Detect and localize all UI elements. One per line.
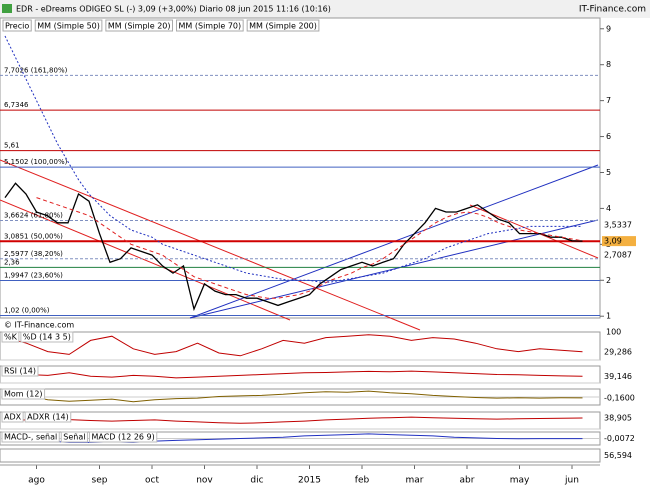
x-tick-label: jun xyxy=(564,476,579,486)
panel-value-bg xyxy=(602,392,644,403)
y-tick-label: 2 xyxy=(606,276,611,285)
legend-box xyxy=(105,19,174,32)
panel-label: MACD (12 26 9) xyxy=(91,433,154,442)
panel-label-box xyxy=(1,431,60,443)
level-label: 3,6624 (61,80%) xyxy=(4,212,63,220)
panel-label-box xyxy=(1,365,39,377)
logo-icon xyxy=(2,4,12,13)
panel-label-box xyxy=(1,331,20,343)
panel-value-bg xyxy=(602,371,644,382)
y-tick-label: 8 xyxy=(606,60,611,69)
x-tick-label: dic xyxy=(250,476,263,486)
panel-label-box xyxy=(60,431,88,443)
trend-line xyxy=(0,199,291,321)
trend-line xyxy=(0,159,421,331)
price-tag-bg xyxy=(602,236,636,247)
plot-frame xyxy=(0,17,601,319)
x-tick-label: ago xyxy=(28,476,45,486)
level-label: 1,9947 (23,60%) xyxy=(4,271,63,279)
x-tick-label: 2015 xyxy=(298,476,321,486)
level-label: 3,0851 (50,00%) xyxy=(4,232,63,240)
level-label: 5,61 xyxy=(4,142,20,150)
level-label: 2,36 xyxy=(4,258,20,266)
panel-label: %D (14 3 5) xyxy=(23,333,71,342)
y-tick-label: 5 xyxy=(606,168,611,177)
legend-box xyxy=(246,19,320,32)
panel-value: 39,146 xyxy=(604,372,632,381)
legend-entry: MM (Simple 50) xyxy=(37,22,100,31)
indicator-line xyxy=(4,370,583,379)
price-tag: 2,7087 xyxy=(604,250,632,259)
panel-value: -0,0072 xyxy=(604,434,635,443)
panel-value: 38,905 xyxy=(604,413,632,422)
x-tick-label: abr xyxy=(460,476,475,486)
panel-label: ADXR (14) xyxy=(27,413,69,422)
y-tick-label: 6 xyxy=(606,132,611,141)
level-label: 2,5977 (38,20%) xyxy=(4,250,63,258)
x-tick-label: oct xyxy=(145,476,159,486)
y-tick-label: 7 xyxy=(606,96,611,105)
panel-value: -0,1600 xyxy=(604,393,635,402)
level-label: 5,1502 (100,00%) xyxy=(4,158,68,166)
x-tick-label: mar xyxy=(406,476,424,486)
legend-box xyxy=(34,19,103,32)
panel-label: Señal xyxy=(63,433,85,442)
level-label: 6,7346 xyxy=(4,101,29,109)
x-tick-label: feb xyxy=(355,476,370,486)
legend-entry: MM (Simple 20) xyxy=(108,22,171,31)
price-line xyxy=(4,35,583,283)
brand: IT-Finance.com xyxy=(579,5,646,15)
panel-label-box xyxy=(88,431,158,443)
y-tick-label: 9 xyxy=(606,24,611,33)
chart-title: EDR - eDreams ODIGEO SL (-) 3,09 (+3,00%… xyxy=(16,5,331,14)
y-tick-label: 1 xyxy=(606,312,611,321)
y-tick-label: 4 xyxy=(606,204,611,213)
panel-tick-label: 100 xyxy=(606,328,621,337)
panel-label: Mom (12) xyxy=(4,390,43,399)
panel-value-bg xyxy=(602,450,644,461)
price-tag-bg xyxy=(602,249,636,260)
indicator-line xyxy=(4,390,583,403)
legend-entry: MM (Simple 200) xyxy=(249,22,317,31)
panel-value-bg xyxy=(602,346,644,357)
panel-label: %K xyxy=(4,333,18,342)
panel-label: MACD-, señal xyxy=(4,433,57,442)
indicator-line xyxy=(4,334,583,357)
panel-value-bg xyxy=(602,433,644,444)
price-tag: 3,09 xyxy=(604,237,622,246)
price-tag: 3,5337 xyxy=(604,221,632,230)
panel-value: 29,286 xyxy=(604,347,632,356)
panel-frame xyxy=(0,448,601,463)
panel-label-box xyxy=(20,331,74,343)
legend-box xyxy=(2,19,32,32)
indicator-line xyxy=(4,416,583,424)
price-line xyxy=(4,182,583,312)
price-tag-bg xyxy=(602,220,636,231)
panel-label: ADX xyxy=(4,413,22,422)
x-tick-label: may xyxy=(510,476,530,486)
panel-label-box xyxy=(1,411,24,423)
legend-entry: Precio xyxy=(5,22,29,31)
level-label: 7,7026 (161,80%) xyxy=(4,66,68,74)
panel-value-bg xyxy=(602,412,644,423)
panel-label-box xyxy=(1,388,46,400)
x-tick-label: sep xyxy=(92,476,108,486)
legend-box xyxy=(176,19,244,32)
panel-label: RSI (14) xyxy=(4,367,36,376)
copyright: © IT-Finance.com xyxy=(4,321,74,330)
legend-entry: MM (Simple 70) xyxy=(179,22,242,31)
level-label: 1,02 (0,00%) xyxy=(4,306,50,314)
panel-label-box xyxy=(24,411,72,423)
header-bar xyxy=(0,0,650,18)
x-tick-label: nov xyxy=(196,476,213,486)
panel-value: 56,594 xyxy=(604,451,632,460)
price-line xyxy=(36,197,583,299)
